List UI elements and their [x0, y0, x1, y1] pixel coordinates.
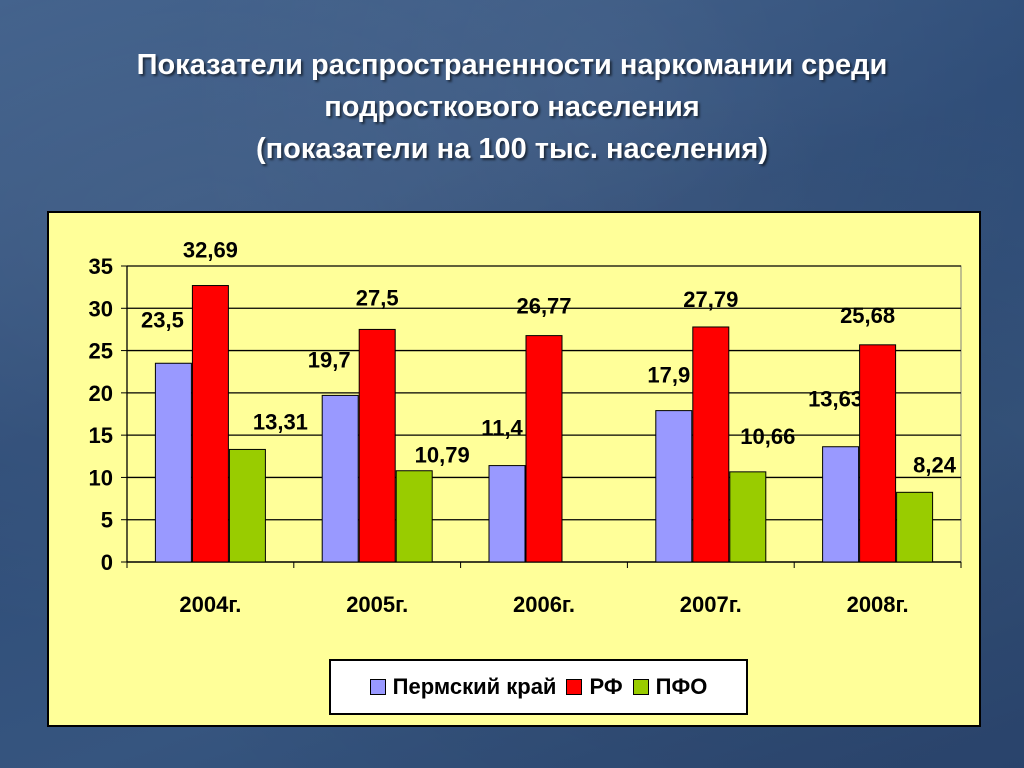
slide-title: Показатели распространенности наркомании… — [40, 44, 984, 170]
data-label: 11,4 — [481, 416, 523, 441]
bar-pfo — [729, 471, 767, 563]
title-line-2: подросткового населения — [324, 91, 700, 123]
y-tick-label: 15 — [89, 423, 113, 448]
data-label: 27,79 — [683, 287, 738, 312]
legend-swatch-rf — [566, 679, 583, 695]
x-tick-label: 2007г. — [680, 592, 742, 617]
data-label: 13,31 — [253, 409, 308, 434]
bar-rf — [859, 344, 897, 563]
legend-item-rf: РФ — [566, 674, 623, 700]
bar-perm — [321, 394, 359, 563]
data-label: 32,69 — [183, 238, 238, 263]
bar-perm — [488, 465, 526, 563]
bar-pfo — [896, 491, 934, 563]
y-tick-label: 20 — [89, 381, 113, 406]
y-tick-label: 30 — [89, 296, 113, 321]
data-label: 23,5 — [141, 307, 184, 332]
y-tick-label: 35 — [89, 254, 113, 279]
bar-rf — [358, 328, 396, 563]
bar-rf — [525, 335, 563, 563]
bar-rf — [191, 285, 229, 563]
y-tick-label: 5 — [101, 508, 113, 533]
legend-label-pfo: ПФО — [655, 674, 708, 699]
data-label: 13,63 — [808, 387, 863, 412]
data-label: 17,9 — [647, 363, 690, 388]
x-tick-label: 2004г. — [179, 592, 241, 617]
bar-perm — [655, 410, 693, 563]
bar-pfo — [395, 470, 433, 563]
data-label: 8,24 — [913, 452, 957, 477]
chart-legend: Пермский край РФ ПФО — [329, 659, 748, 715]
title-line-3: (показатели на 100 тыс. населения) — [255, 133, 769, 165]
data-label: 26,77 — [516, 294, 571, 319]
data-label: 10,79 — [415, 443, 470, 468]
legend-swatch-perm — [369, 679, 386, 695]
data-label: 25,68 — [840, 303, 895, 328]
title-line-1: Показатели распространенности наркомании… — [136, 49, 888, 81]
data-label: 27,5 — [356, 285, 399, 310]
legend-item-pfo: ПФО — [632, 674, 708, 700]
bar-perm — [822, 446, 860, 563]
legend-label-rf: РФ — [589, 674, 623, 699]
y-tick-label: 25 — [89, 339, 113, 364]
legend-swatch-pfo — [632, 679, 649, 695]
legend-item-perm: Пермский край — [369, 674, 557, 700]
data-label: 10,66 — [740, 424, 795, 449]
x-tick-label: 2008г. — [847, 592, 909, 617]
data-label: 19,7 — [308, 347, 351, 372]
x-tick-label: 2005г. — [346, 592, 408, 617]
x-tick-label: 2006г. — [513, 592, 575, 617]
bar-perm — [154, 362, 192, 563]
legend-label-perm: Пермский край — [392, 674, 557, 699]
y-tick-label: 10 — [89, 465, 113, 490]
bar-rf — [692, 326, 730, 563]
bar-pfo — [228, 448, 266, 563]
y-tick-label: 0 — [101, 550, 113, 575]
